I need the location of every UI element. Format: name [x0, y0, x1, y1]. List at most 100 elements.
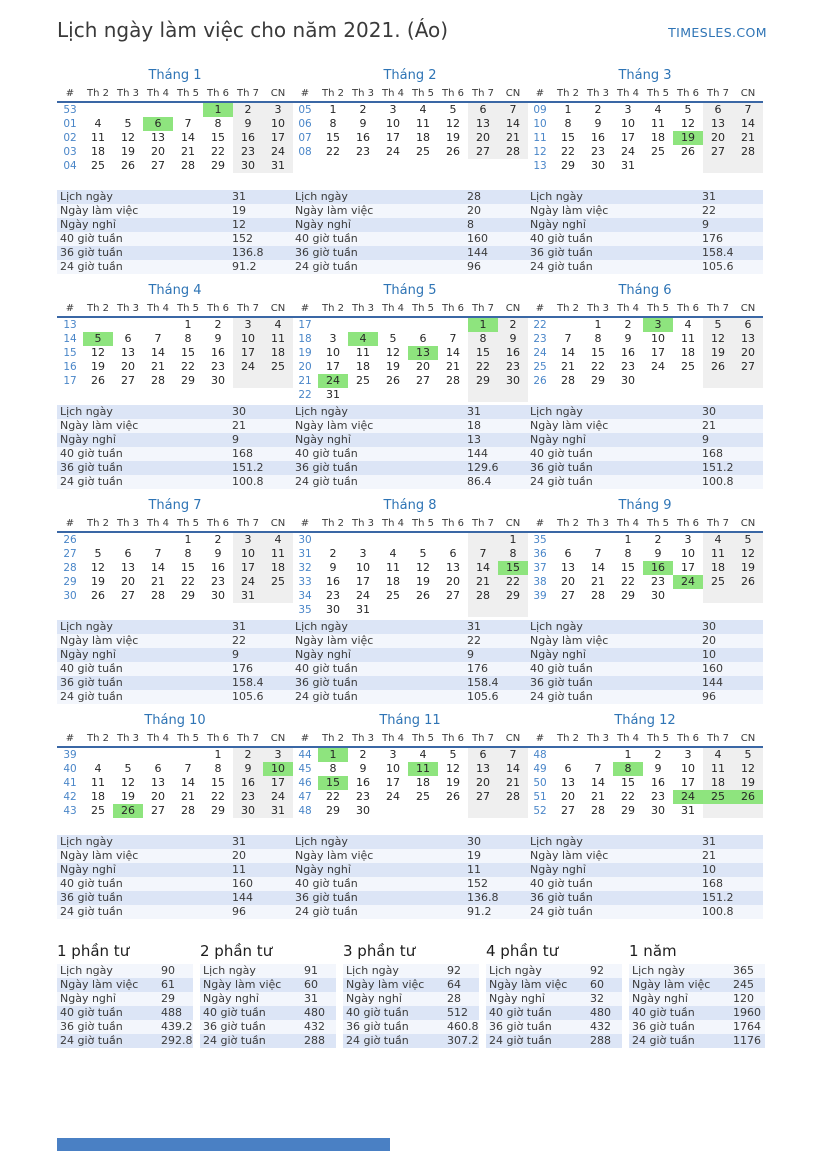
stat-label: Ngày làm việc [295, 204, 374, 217]
stats-row: 40 giờ tuần 160 [292, 232, 528, 246]
day-header-cell: # [535, 303, 545, 314]
day-cell: 21 [733, 131, 763, 145]
stat-value: 86.4 [467, 475, 492, 488]
month-block: Tháng 6 # Th 2 Th 3 Th 4 Th 5 Th 6 Th 7 CN 22 1 2 3 4… [527, 281, 763, 496]
summary-grid: 1 phần tư Lịch ngày 90 Ngày làm việc 61 Ngày … [57, 942, 827, 1048]
day-cell: 15 [181, 561, 195, 574]
day-cell: 19 [386, 360, 400, 373]
day-cell: 28 [468, 589, 498, 603]
month-title: Tháng 3 [618, 68, 672, 83]
day-cell: 12 [91, 561, 105, 574]
stat-label: 24 giờ tuần [295, 905, 358, 918]
day-cell: 30 [326, 603, 340, 616]
weekday-header-row: # Th 2 Th 3 Th 4 Th 5 Th 6 Th 7 CN [527, 87, 763, 103]
stat-value: 30 [702, 405, 716, 418]
day-header-cell: Th 5 [412, 88, 434, 99]
stat-value: 158.4 [232, 676, 264, 689]
day-cell: 7 [594, 762, 602, 775]
week-number-cell: 04 [63, 160, 77, 172]
stat-label: Ngày nghỉ [203, 992, 259, 1005]
day-header-cell: Th 5 [647, 303, 669, 314]
weekday-header-row: # Th 2 Th 3 Th 4 Th 5 Th 6 Th 7 CN [57, 517, 293, 533]
summary-table: 2 phần tư Lịch ngày 91 Ngày làm việc 60 Ngày … [200, 942, 336, 1048]
day-cell: 9 [359, 117, 367, 130]
day-header-cell: Th 2 [322, 518, 344, 529]
day-cell: 13 [703, 117, 733, 131]
stat-value: 21 [702, 849, 716, 862]
day-cell [673, 589, 703, 603]
stats-row: 36 giờ tuần 136.8 [292, 891, 528, 905]
week-row: 04 25 26 27 28 29 30 31 [57, 159, 293, 173]
stat-label: Ngày nghỉ [295, 433, 351, 446]
day-cell: 25 [651, 145, 665, 158]
day-header-cell: Th 4 [382, 518, 404, 529]
stat-value: 9 [232, 648, 239, 661]
week-number-cell: 43 [63, 805, 77, 817]
week-number-cell: 05 [298, 104, 312, 116]
week-row: 18 3 4 5 6 7 8 9 [292, 332, 528, 346]
stats-row: Ngày làm việc 21 [57, 419, 293, 433]
day-cell: 11 [416, 117, 430, 130]
day-cell: 2 [214, 533, 222, 546]
week-number-cell: 37 [533, 562, 547, 574]
day-header-cell: Th 7 [707, 518, 729, 529]
day-cell: 19 [703, 346, 733, 360]
stats-row: 40 giờ tuần 480 [486, 1006, 622, 1020]
stat-value: 30 [702, 620, 716, 633]
week-row: 41 11 12 13 14 15 16 17 [57, 776, 293, 790]
week-number-cell: 22 [533, 319, 547, 331]
day-cell: 30 [211, 374, 225, 387]
day-header-cell: Th 6 [207, 88, 229, 99]
stat-label: 40 giờ tuần [60, 1006, 123, 1019]
week-number-cell: 20 [298, 361, 312, 373]
stat-value: 64 [447, 978, 461, 991]
week-number-cell: 48 [533, 749, 547, 761]
month-stats-table: Lịch ngày 30 Ngày làm việc 21 Ngày nghỉ 9 40 g… [57, 405, 293, 489]
day-cell [733, 589, 763, 603]
day-cell: 13 [121, 561, 135, 574]
day-cell: 13 [151, 776, 165, 789]
day-header-cell: Th 3 [117, 88, 139, 99]
week-row: 12 22 23 24 25 26 27 28 [527, 145, 763, 159]
day-cell [733, 804, 763, 818]
stat-value: 11 [232, 863, 246, 876]
month-block: Tháng 12 # Th 2 Th 3 Th 4 Th 5 Th 6 Th 7 CN 48 1 2 3… [527, 711, 763, 926]
stat-label: Lịch ngày [295, 620, 348, 633]
day-cell: 12 [446, 117, 460, 130]
stat-value: 160 [702, 662, 723, 675]
day-header-cell: Th 2 [557, 88, 579, 99]
day-header-cell: CN [270, 518, 286, 529]
stat-value: 292.8 [161, 1034, 193, 1047]
stats-row: Ngày nghỉ 10 [527, 648, 763, 662]
day-cell: 6 [564, 547, 572, 560]
stat-label: 36 giờ tuần [530, 461, 593, 474]
stat-value: 20 [232, 849, 246, 862]
day-cell: 2 [594, 103, 602, 116]
site-link[interactable]: TIMESLES.COM [668, 25, 767, 40]
day-cell [468, 804, 498, 818]
day-cell: 29 [591, 374, 605, 387]
day-cell: 11 [703, 762, 733, 776]
week-row: 21 24 25 26 27 28 29 30 [292, 374, 528, 388]
day-cell: 9 [233, 762, 263, 776]
stats-row: 24 giờ tuần 1176 [629, 1034, 765, 1048]
day-cell: 12 [681, 117, 695, 130]
day-cell [468, 388, 498, 402]
day-cell [378, 603, 408, 617]
day-cell: 3 [624, 103, 632, 116]
stats-row: 36 giờ tuần 151.2 [527, 461, 763, 475]
day-cell: 7 [154, 547, 162, 560]
day-cell: 2 [233, 103, 263, 117]
day-cell: 21 [468, 575, 498, 589]
week-row: 45 8 9 10 11 12 13 14 [292, 762, 528, 776]
day-cell: 18 [416, 131, 430, 144]
stat-label: Ngày làm việc [295, 849, 374, 862]
day-cell [408, 804, 438, 818]
stats-row: 24 giờ tuần 288 [200, 1034, 336, 1048]
day-cell: 16 [498, 346, 528, 360]
week-row: 02 11 12 13 14 15 16 17 [57, 131, 293, 145]
stat-value: 460.8 [447, 1020, 479, 1033]
day-cell: 25 [416, 790, 430, 803]
stat-value: 307.2 [447, 1034, 479, 1047]
stats-row: Lịch ngày 30 [292, 835, 528, 849]
